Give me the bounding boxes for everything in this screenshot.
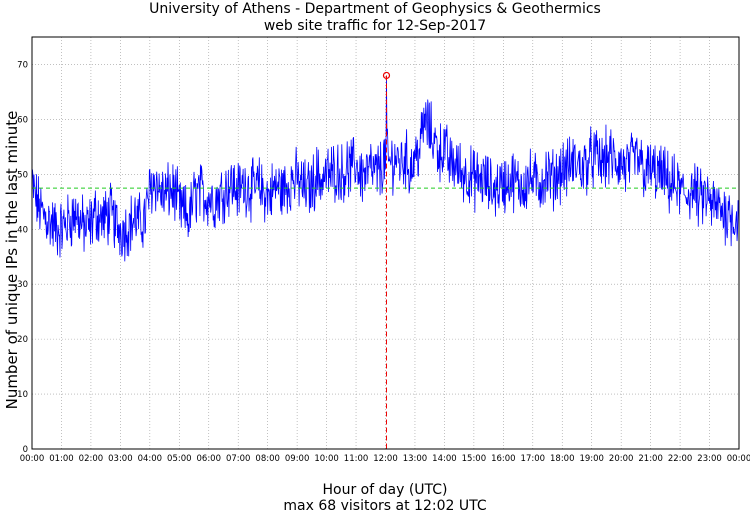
y-tick-label: 60 [17, 115, 28, 125]
x-tick-label: 04:00 [138, 454, 163, 464]
y-tick-label: 10 [17, 390, 28, 400]
x-tick-label: 14:00 [432, 454, 457, 464]
x-tick-label: 03:00 [108, 454, 133, 464]
x-tick-label: 05:00 [167, 454, 192, 464]
y-tick-label: 40 [17, 225, 28, 235]
y-axis-ticks: 0 10 20 30 40 50 60 70 [17, 60, 28, 455]
x-tick-label: 02:00 [79, 454, 104, 464]
x-tick-label: 09:00 [285, 454, 310, 464]
y-tick-label: 0 [23, 445, 28, 455]
x-tick-label: 00:00 [20, 454, 45, 464]
x-tick-label: 06:00 [197, 454, 222, 464]
x-tick-label: 16:00 [491, 454, 516, 464]
max-point-marker [382, 71, 391, 80]
max-visitors-annotation: max 68 visitors at 12:02 UTC [283, 498, 487, 514]
x-tick-label: 20:00 [609, 454, 634, 464]
y-tick-label: 30 [17, 280, 28, 290]
x-tick-label: 23:00 [697, 454, 722, 464]
x-tick-label: 12:00 [373, 454, 398, 464]
y-tick-label: 20 [17, 335, 28, 345]
y-tick-label: 50 [17, 170, 28, 180]
chart-subtitle: web site traffic for 12-Sep-2017 [263, 18, 487, 34]
y-tick-label: 70 [17, 60, 28, 70]
x-tick-label: 22:00 [668, 454, 693, 464]
x-tick-label: 17:00 [521, 454, 546, 464]
x-tick-label: 15:00 [462, 454, 487, 464]
x-tick-label: 21:00 [638, 454, 663, 464]
plot-frame [31, 36, 740, 450]
x-tick-label: 11:00 [344, 454, 369, 464]
x-tick-label: 01:00 [49, 454, 74, 464]
traffic-series-line [31, 75, 740, 262]
grid-lines [32, 37, 739, 449]
y-axis-label: Number of unique IPs in the last minute [3, 110, 21, 410]
x-tick-label: 13:00 [403, 454, 428, 464]
x-axis-ticks: 00:00 01:00 02:00 03:00 04:00 05:00 06:00 07:00… [20, 454, 750, 464]
x-tick-label: 18:00 [550, 454, 575, 464]
x-tick-label: 07:00 [226, 454, 251, 464]
x-tick-label: 19:00 [579, 454, 604, 464]
x-axis-label: Hour of day (UTC) [322, 482, 448, 498]
x-tick-label: 08:00 [255, 454, 280, 464]
x-tick-label: 10:00 [314, 454, 339, 464]
chart-title: University of Athens - Department of Geo… [149, 1, 601, 17]
x-tick-label: 00:00 [727, 454, 750, 464]
